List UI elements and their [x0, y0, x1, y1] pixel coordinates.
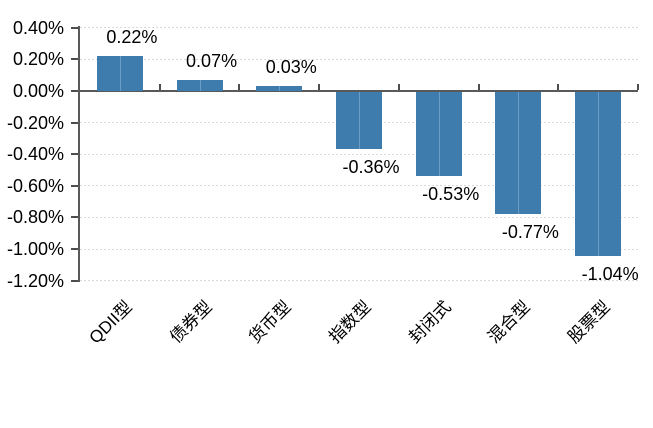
- horizontal-gridline: [80, 58, 638, 60]
- y-tick-label: -0.80%: [6, 207, 64, 228]
- horizontal-gridline: [80, 27, 638, 29]
- bar-债券型: [176, 79, 223, 91]
- y-tick-label: -0.60%: [6, 175, 64, 196]
- bar-data-label: -0.53%: [422, 183, 480, 204]
- bar-center-highlight: [279, 86, 281, 91]
- horizontal-gridline: [80, 185, 638, 187]
- horizontal-gridline: [80, 216, 638, 218]
- bar-data-label: -0.36%: [342, 156, 400, 177]
- bar-股票型: [575, 92, 622, 257]
- y-tick-label: 0.40%: [12, 17, 64, 38]
- y-axis-tick: [71, 58, 78, 61]
- y-tick-label: 0.20%: [12, 49, 64, 70]
- x-axis-tick: [158, 84, 161, 90]
- x-axis-tick: [318, 84, 321, 90]
- horizontal-gridline: [80, 153, 638, 155]
- bar-center-highlight: [598, 92, 600, 257]
- x-axis-zero-line: [78, 90, 638, 92]
- y-axis-tick: [71, 153, 78, 156]
- horizontal-gridline: [80, 248, 638, 250]
- x-axis-tick: [477, 84, 480, 90]
- bar-center-highlight: [518, 92, 520, 214]
- bar-center-highlight: [438, 92, 440, 176]
- y-axis-tick: [71, 26, 78, 29]
- bar-data-label: 0.22%: [106, 27, 158, 48]
- bar-混合型: [495, 92, 542, 214]
- x-axis-tick: [557, 84, 560, 90]
- x-axis-tick: [637, 84, 639, 90]
- y-axis-tick: [71, 184, 78, 187]
- bar-center-highlight: [119, 56, 121, 91]
- y-axis-tick: [71, 121, 78, 124]
- bar-封闭式: [415, 92, 462, 176]
- y-axis-tick: [71, 90, 78, 92]
- x-axis-tick: [238, 84, 241, 90]
- y-tick-label: -0.40%: [6, 144, 64, 165]
- x-axis-tick: [397, 84, 400, 90]
- y-tick-label: -1.00%: [6, 239, 64, 259]
- bar-data-label: -0.77%: [501, 221, 559, 242]
- bar-center-highlight: [359, 92, 360, 149]
- bar-center-highlight: [199, 79, 201, 91]
- y-axis-line: [78, 26, 80, 282]
- y-axis-tick: [71, 248, 78, 250]
- bar-QDII型: [96, 56, 143, 91]
- horizontal-gridline: [80, 280, 638, 282]
- y-axis-tick: [71, 279, 78, 282]
- y-tick-label: -1.20%: [6, 270, 64, 291]
- bar-data-label: 0.03%: [265, 57, 317, 78]
- y-tick-label: -0.20%: [6, 112, 64, 133]
- y-axis-tick: [71, 216, 78, 219]
- y-tick-label: 0.00%: [12, 81, 64, 101]
- bar-货币型: [256, 86, 303, 91]
- bar-data-label: 0.07%: [186, 50, 238, 71]
- bar-data-label: -1.04%: [581, 264, 639, 285]
- bar-指数型: [336, 92, 382, 149]
